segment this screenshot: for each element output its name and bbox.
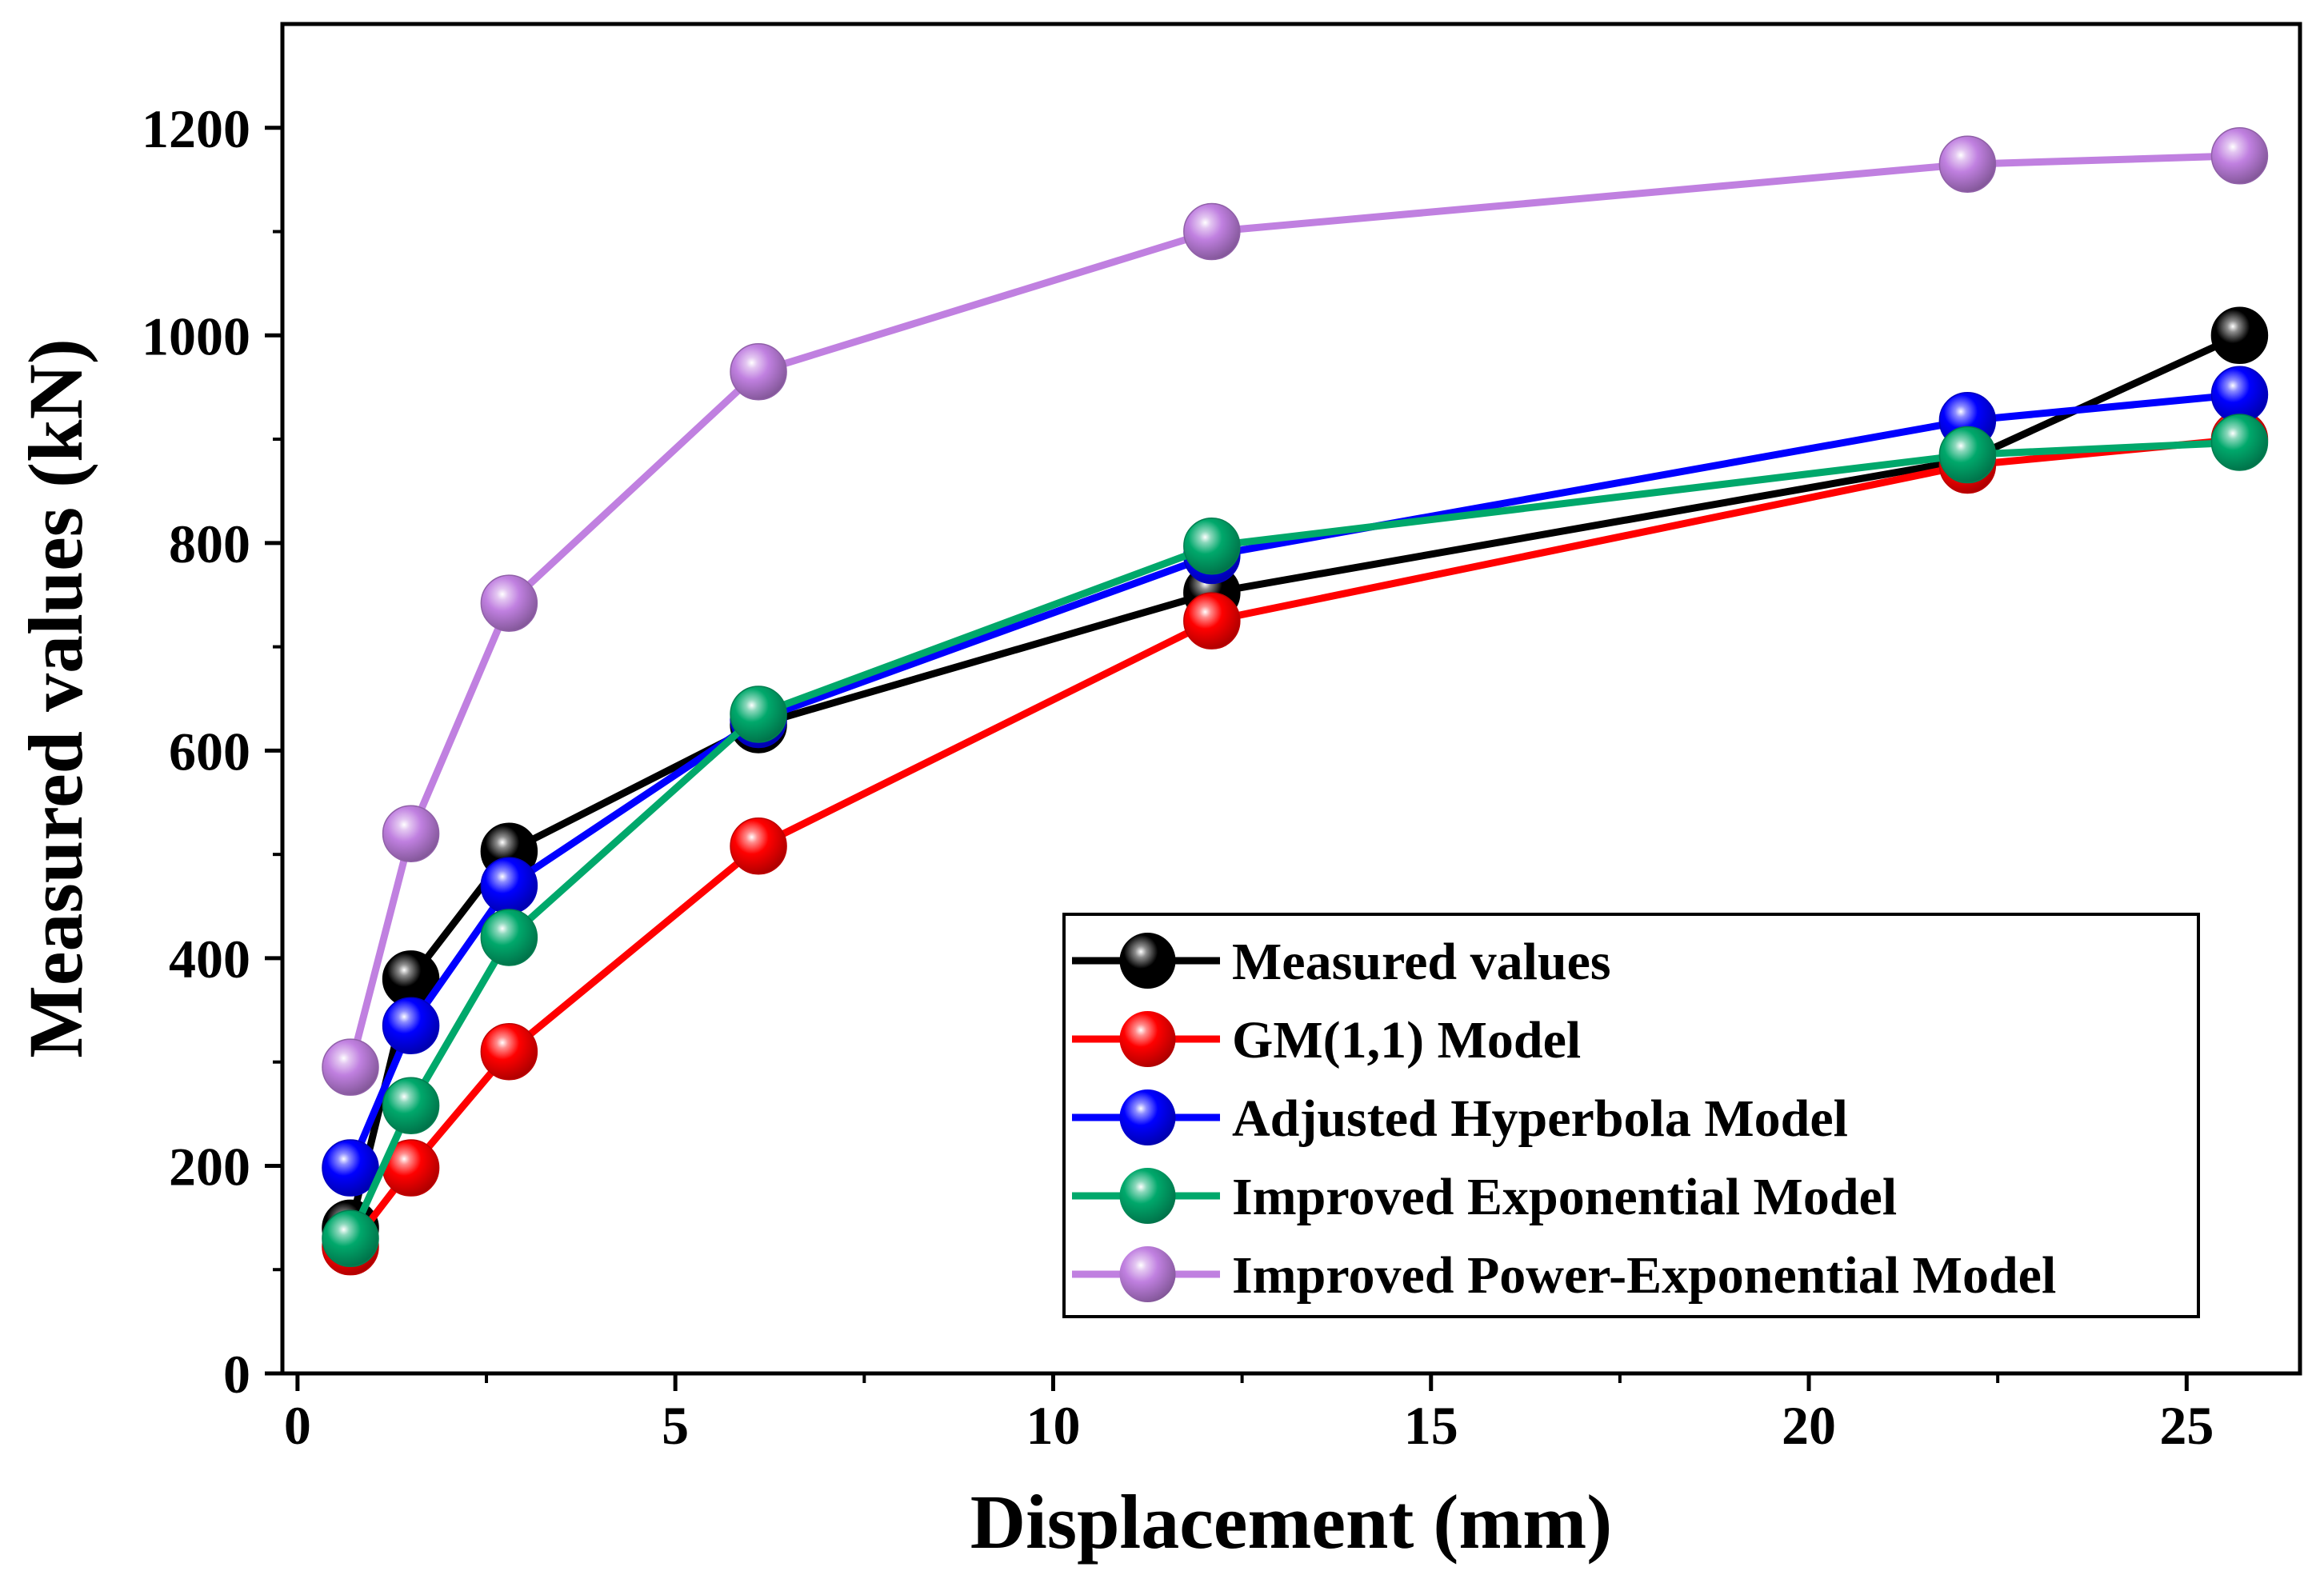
x-tick-label: 0 [284,1395,311,1456]
data-point [2210,127,2269,185]
data-point [1183,517,1241,575]
y-tick-label: 800 [169,514,250,574]
legend-item: Adjusted Hyperbola Model [1072,1089,1848,1148]
data-point [382,997,440,1055]
legend-item: Measured values [1072,933,1611,991]
data-point [730,342,787,401]
legend-label: Improved Power-Exponential Model [1232,1246,2056,1305]
data-point [480,909,538,966]
legend-marker [1119,1246,1176,1302]
y-tick-label: 600 [169,721,250,782]
y-tick-label: 200 [169,1136,250,1197]
series-layer [322,127,2269,1276]
x-tick-label: 15 [1404,1395,1458,1456]
legend-label: Improved Exponential Model [1232,1168,1897,1226]
legend-marker [1119,1089,1176,1145]
data-point [2210,414,2269,471]
legend-marker [1119,1011,1176,1067]
data-point [730,686,787,743]
x-tick-label: 20 [1782,1395,1836,1456]
data-point [730,817,787,875]
x-tick-label: 10 [1026,1395,1080,1456]
x-tick-label: 5 [662,1395,689,1456]
data-point [1938,135,1997,193]
y-tick-label: 0 [223,1344,250,1405]
data-point [322,1139,379,1197]
data-point [1938,426,1997,484]
legend-label: Adjusted Hyperbola Model [1232,1089,1848,1148]
data-point [480,857,538,914]
data-point [322,1209,379,1268]
legend-item: Improved Exponential Model [1072,1168,1897,1226]
x-axis-title: Displacement (mm) [970,1479,1612,1565]
series-improved-exponential-model [322,414,2269,1268]
data-point [1183,592,1241,650]
legend-item: Improved Power-Exponential Model [1072,1246,2056,1305]
series-improved-power-exponential-model [322,127,2269,1096]
legend-item: GM(1,1) Model [1072,1011,1581,1069]
data-point [1183,202,1241,261]
legend-marker [1119,1168,1176,1224]
y-tick-label: 1000 [142,306,250,366]
data-point [382,1077,440,1134]
legend-marker [1119,933,1176,989]
data-point [480,1022,538,1081]
y-axis-title: Measured values (kN) [13,338,98,1058]
legend: Measured values GM(1,1) Model Adjusted Hyp… [1062,913,2200,1318]
legend-label: Measured values [1232,933,1611,991]
data-point [382,805,440,862]
y-tick-label: 1200 [142,98,250,159]
data-point [2210,306,2269,365]
axis-ticks [265,126,2189,1391]
y-tick-label: 400 [169,929,250,989]
plot-frame [280,22,2302,1376]
data-point [480,574,538,632]
x-tick-label: 25 [2159,1395,2214,1456]
data-point [322,1038,379,1096]
tick-labels: 0 5 10 15 20 25 0 200 400 600 800 1000 1200 [142,98,2214,1456]
legend-box [1062,913,2200,1318]
legend-label: GM(1,1) Model [1232,1011,1581,1069]
legend-items: Measured values GM(1,1) Model Adjusted Hyp… [1072,933,2056,1305]
